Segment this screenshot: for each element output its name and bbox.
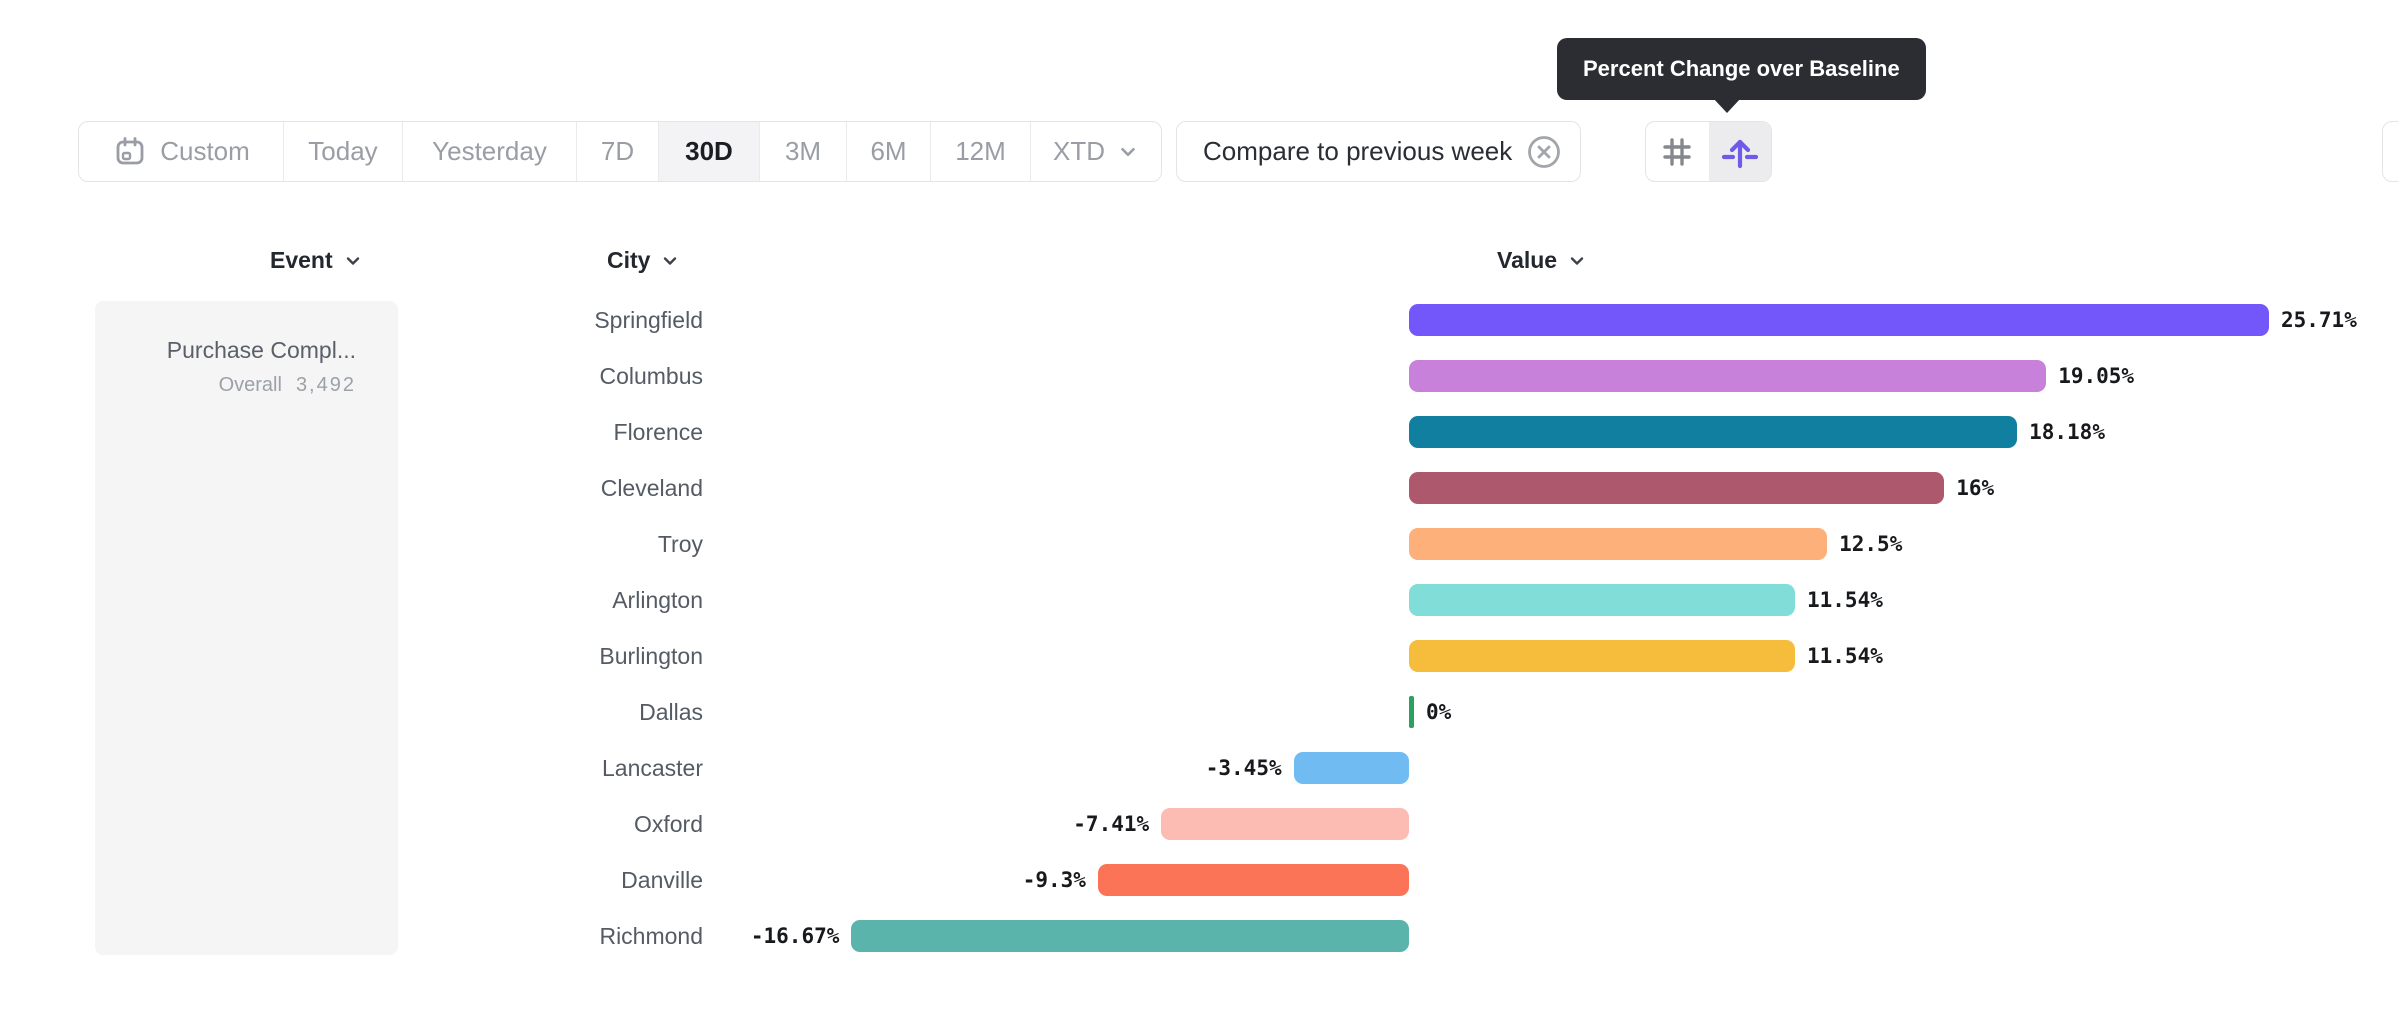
tooltip-text: Percent Change over Baseline bbox=[1583, 56, 1900, 81]
value-label: 0% bbox=[1426, 700, 1452, 724]
chart-bar-cleveland[interactable] bbox=[1409, 472, 1945, 504]
chart-bar-burlington[interactable] bbox=[1409, 640, 1795, 672]
chart-bar-troy[interactable] bbox=[1409, 528, 1828, 560]
city-label: Richmond bbox=[599, 923, 703, 949]
date-range-3m[interactable]: 3M bbox=[760, 122, 847, 181]
grid-view-button[interactable] bbox=[1646, 122, 1709, 181]
chevron-down-icon bbox=[1570, 256, 1584, 265]
value-label: 12.5% bbox=[1839, 532, 1903, 556]
date-range-label: Today bbox=[308, 136, 378, 166]
compare-chip[interactable]: Compare to previous week bbox=[1176, 121, 1582, 182]
value-label: -16.67% bbox=[750, 924, 840, 948]
column-header-value[interactable]: Value bbox=[1497, 247, 1587, 274]
chevron-down-icon bbox=[664, 256, 677, 265]
date-range-label: Custom bbox=[160, 136, 250, 166]
date-range-label: Yesterday bbox=[432, 136, 547, 166]
chart-bar-florence[interactable] bbox=[1409, 416, 2018, 448]
date-range-6m[interactable]: 6M bbox=[847, 122, 931, 181]
value-label: 25.71% bbox=[2280, 308, 2357, 332]
event-overall: Overall 3,492 bbox=[111, 374, 356, 397]
city-label: Danville bbox=[621, 867, 703, 893]
city-label: Troy bbox=[657, 531, 703, 557]
value-label: 18.18% bbox=[2029, 420, 2105, 444]
city-label: Dallas bbox=[639, 699, 703, 725]
tooltip-arrow bbox=[1713, 98, 1741, 113]
column-header-event-label: Event bbox=[270, 247, 333, 273]
chart-bar-dallas[interactable] bbox=[1409, 696, 1414, 728]
chevron-down-icon bbox=[1121, 147, 1135, 156]
tooltip: Percent Change over Baseline bbox=[1557, 38, 1926, 113]
date-range-label: 6M bbox=[870, 136, 907, 166]
column-header-event[interactable]: Event bbox=[270, 247, 363, 274]
column-header-city-label: City bbox=[607, 247, 651, 273]
date-range-label: 30D bbox=[685, 136, 733, 166]
event-overall-value: 3,492 bbox=[295, 374, 356, 396]
city-label: Oxford bbox=[633, 811, 703, 837]
value-label: -9.3% bbox=[1022, 868, 1086, 892]
value-label: -7.41% bbox=[1073, 812, 1150, 836]
event-card[interactable]: Purchase Compl... Overall 3,492 bbox=[95, 301, 398, 955]
compare-chip-label: Compare to previous week bbox=[1203, 136, 1513, 166]
date-range-custom[interactable]: Custom bbox=[79, 122, 284, 181]
date-range-group: Custom Today Yesterday 7D 30D 3M 6M 12M XTD bbox=[78, 121, 1162, 182]
chart-bar-lancaster[interactable] bbox=[1293, 752, 1409, 784]
date-range-today[interactable]: Today bbox=[284, 122, 403, 181]
chart-bar-oxford[interactable] bbox=[1161, 808, 1409, 840]
city-label: Florence bbox=[613, 419, 703, 445]
column-header-city[interactable]: City bbox=[607, 247, 680, 274]
date-range-label: 12M bbox=[955, 136, 1006, 166]
partial-button-right[interactable] bbox=[2382, 121, 2398, 182]
value-label: -3.45% bbox=[1205, 756, 1282, 780]
city-label: Arlington bbox=[612, 587, 703, 613]
remove-circle-icon[interactable] bbox=[1526, 134, 1562, 170]
value-label: 19.05% bbox=[2058, 364, 2135, 388]
date-range-label: XTD bbox=[1053, 136, 1105, 166]
chart-bar-columbus[interactable] bbox=[1409, 360, 2047, 392]
view-toggle-group bbox=[1645, 121, 1772, 182]
event-overall-label: Overall bbox=[218, 374, 282, 396]
city-label: Lancaster bbox=[601, 755, 703, 781]
city-label: Burlington bbox=[599, 643, 703, 669]
city-label: Columbus bbox=[599, 363, 703, 389]
event-name: Purchase Compl... bbox=[166, 337, 356, 363]
chart-bar-springfield[interactable] bbox=[1409, 304, 2269, 336]
calendar-icon bbox=[116, 136, 144, 164]
date-range-label: 7D bbox=[600, 136, 635, 166]
date-range-12m[interactable]: 12M bbox=[931, 122, 1031, 181]
value-label: 16% bbox=[1956, 476, 1995, 500]
baseline-arrow-icon bbox=[1721, 139, 1758, 168]
chart-bar-richmond[interactable] bbox=[851, 920, 1409, 952]
chart-bar-arlington[interactable] bbox=[1409, 584, 1795, 616]
chevron-down-icon bbox=[346, 256, 359, 265]
city-label: Cleveland bbox=[600, 475, 703, 501]
date-range-xtd[interactable]: XTD bbox=[1031, 122, 1161, 181]
percent-change-view-button[interactable] bbox=[1708, 122, 1771, 181]
grid-icon bbox=[1663, 137, 1691, 166]
date-range-label: 3M bbox=[784, 136, 822, 166]
value-label: 11.54% bbox=[1807, 644, 1883, 668]
city-label: Springfield bbox=[594, 307, 703, 333]
value-label: 11.54% bbox=[1807, 588, 1883, 612]
date-range-7d[interactable]: 7D bbox=[577, 122, 659, 181]
chart-bar-danville[interactable] bbox=[1097, 864, 1409, 896]
column-header-value-label: Value bbox=[1497, 247, 1558, 273]
date-range-yesterday[interactable]: Yesterday bbox=[403, 122, 577, 181]
date-range-30d[interactable]: 30D bbox=[659, 122, 760, 181]
